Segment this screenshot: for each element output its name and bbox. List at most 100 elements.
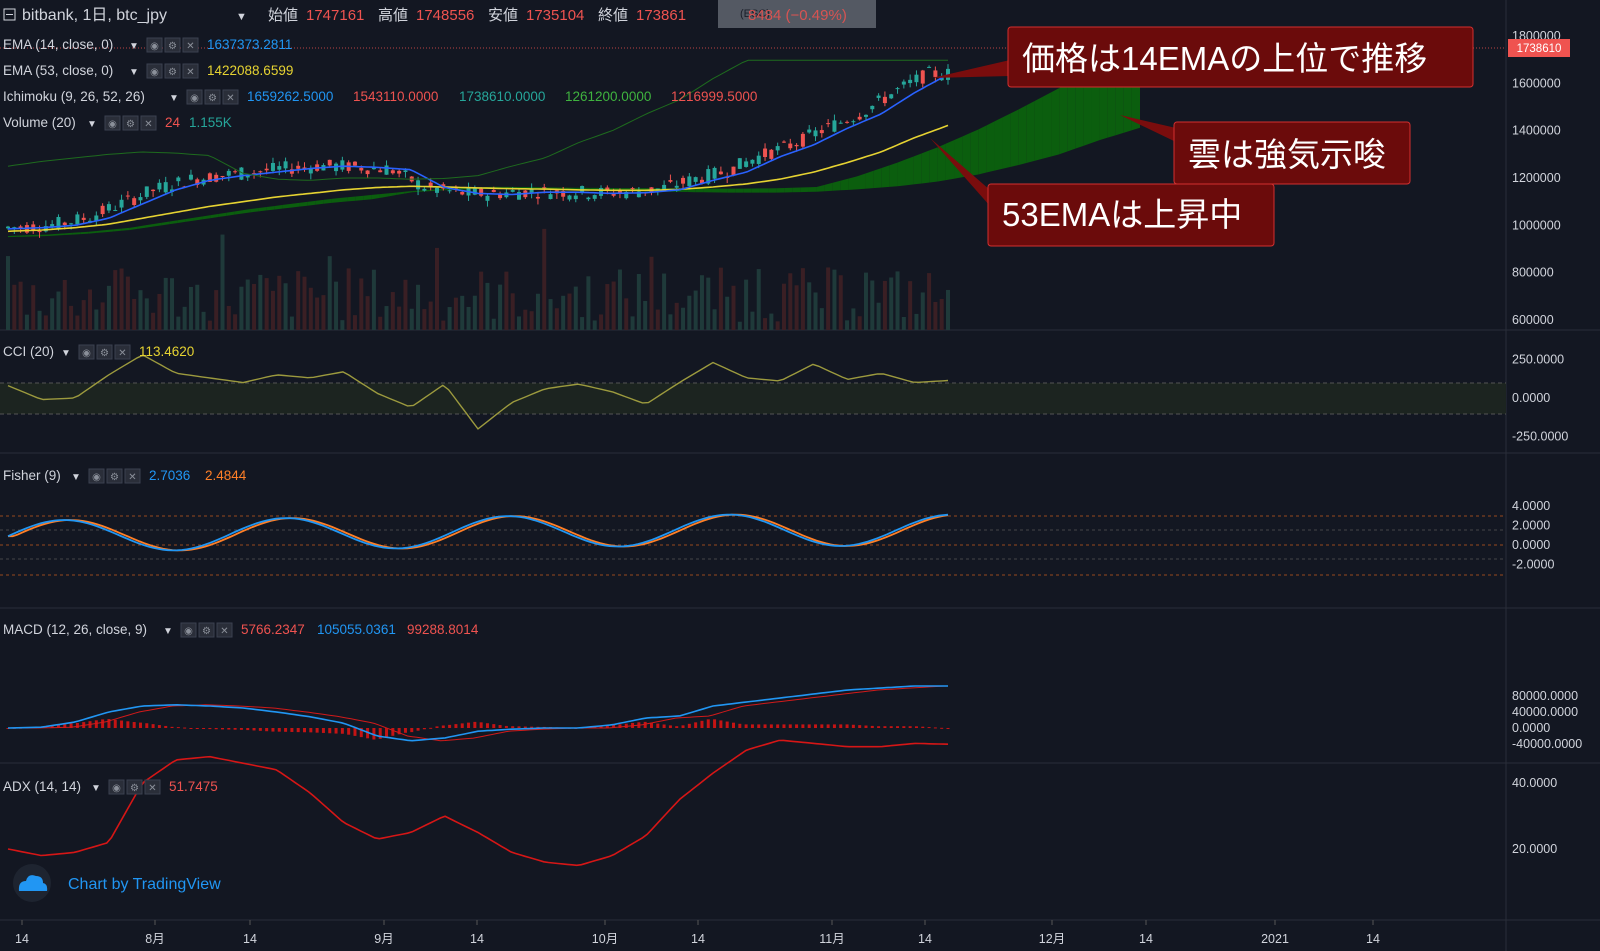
eye-icon[interactable]: ◉ xyxy=(146,37,163,53)
cloud-segment xyxy=(1067,78,1076,152)
cloud-segment xyxy=(169,220,178,225)
eye-icon[interactable]: ◉ xyxy=(108,779,125,795)
volume-bar xyxy=(50,298,55,330)
macd-hist-bar xyxy=(530,726,534,728)
macd-hist-bar xyxy=(946,727,950,729)
macd-hist-bar xyxy=(56,725,60,728)
tradingview-watermark[interactable]: Chart by TradingView xyxy=(13,864,221,902)
close-icon[interactable]: ✕ xyxy=(182,63,199,79)
legend-dropdown-icon[interactable]: ▼ xyxy=(87,119,97,130)
cloud-segment xyxy=(121,227,130,231)
collapse-icon[interactable] xyxy=(3,8,16,21)
legend-value: 1.155K xyxy=(189,115,232,130)
legend-dropdown-icon[interactable]: ▼ xyxy=(71,472,81,483)
legend-label[interactable]: MACD (12, 26, close, 9) xyxy=(3,622,147,637)
legend-dropdown-icon[interactable]: ▼ xyxy=(163,626,173,637)
close-icon[interactable]: ✕ xyxy=(222,89,239,105)
candle-body xyxy=(889,94,894,99)
settings-icon[interactable]: ⚙ xyxy=(204,89,221,105)
volume-bar xyxy=(397,306,402,330)
time-label: 14 xyxy=(243,932,257,946)
volume-bar xyxy=(37,310,42,330)
settings-icon[interactable]: ⚙ xyxy=(106,468,123,484)
legend-label[interactable]: ADX (14, 14) xyxy=(3,779,81,794)
volume-bar xyxy=(636,274,641,330)
close-icon[interactable]: ✕ xyxy=(144,779,161,795)
eye-icon[interactable]: ◉ xyxy=(146,63,163,79)
macd-hist-bar xyxy=(454,724,458,728)
candle-body xyxy=(258,171,263,173)
candle-body xyxy=(517,192,522,200)
symbol-dropdown-icon[interactable]: ▼ xyxy=(236,11,247,23)
legend-dropdown-icon[interactable]: ▼ xyxy=(129,41,139,52)
fisher-pane[interactable] xyxy=(0,513,1506,576)
candle-body xyxy=(365,170,370,175)
axis-tick-price: 1200000 xyxy=(1512,171,1561,185)
legend-label[interactable]: EMA (53, close, 0) xyxy=(3,63,113,78)
close-icon[interactable]: ✕ xyxy=(216,622,233,638)
svg-text:8484 (−0.49%): 8484 (−0.49%) xyxy=(748,7,847,24)
cloud-segment xyxy=(857,173,866,190)
volume-bar xyxy=(548,299,553,330)
volume-bar xyxy=(163,277,168,330)
cloud-segment xyxy=(388,192,397,197)
legend-label[interactable]: Ichimoku (9, 26, 52, 26) xyxy=(3,89,145,104)
legend-label[interactable]: CCI (20) xyxy=(3,344,54,359)
price-pane[interactable] xyxy=(0,40,1506,330)
eye-icon[interactable]: ◉ xyxy=(88,468,105,484)
volume-bar xyxy=(416,284,421,330)
close-icon[interactable]: ✕ xyxy=(140,115,157,131)
eye-icon[interactable]: ◉ xyxy=(78,344,95,360)
eye-icon[interactable]: ◉ xyxy=(180,622,197,638)
close-icon[interactable]: ✕ xyxy=(124,468,141,484)
legend-label[interactable]: EMA (14, close, 0) xyxy=(3,37,113,52)
adx-pane[interactable] xyxy=(7,739,949,867)
time-axis[interactable]: 14 8月 14 9月 14 10月 14 11月 14 12月 14 2021 14 xyxy=(15,920,1380,946)
adx-line xyxy=(7,739,949,867)
settings-icon[interactable]: ⚙ xyxy=(164,37,181,53)
cloud-segment xyxy=(1034,96,1043,161)
macd-hist-bar xyxy=(599,725,603,728)
settings-icon[interactable]: ⚙ xyxy=(198,622,215,638)
macd-hist-bar xyxy=(473,721,477,728)
macd-pane[interactable] xyxy=(6,685,950,742)
eye-icon[interactable]: ◉ xyxy=(104,115,121,131)
candle-body xyxy=(56,216,61,230)
settings-icon[interactable]: ⚙ xyxy=(96,344,113,360)
volume-bar xyxy=(94,309,99,330)
legend-dropdown-icon[interactable]: ▼ xyxy=(91,783,101,794)
volume-bar xyxy=(504,271,509,330)
cloud-segment xyxy=(129,226,138,231)
volume-bar xyxy=(31,285,36,330)
close-icon[interactable]: ✕ xyxy=(114,344,131,360)
volume-bar xyxy=(744,279,749,330)
candle-body xyxy=(763,148,768,158)
legend-label[interactable]: Fisher (9) xyxy=(3,468,61,483)
price-axis[interactable]: 1800000160000014000001200000100000080000… xyxy=(1512,29,1582,856)
volume-bar xyxy=(870,280,875,330)
eye-icon[interactable]: ◉ xyxy=(186,89,203,105)
settings-icon[interactable]: ⚙ xyxy=(164,63,181,79)
cci-pane[interactable] xyxy=(0,354,1506,430)
settings-icon[interactable]: ⚙ xyxy=(126,779,143,795)
candle-body xyxy=(737,158,742,169)
macd-hist-bar xyxy=(435,726,439,728)
cloud-segment xyxy=(897,159,906,187)
macd-hist-bar xyxy=(498,725,502,728)
close-icon[interactable]: ✕ xyxy=(182,37,199,53)
legend-label[interactable]: Volume (20) xyxy=(3,115,76,130)
macd-hist-bar xyxy=(851,724,855,728)
axis-tick-fisher: 2.0000 xyxy=(1512,518,1550,532)
esc-hint: (ESC) xyxy=(718,0,876,28)
settings-icon[interactable]: ⚙ xyxy=(122,115,139,131)
candle-body xyxy=(75,214,80,225)
legend-dropdown-icon[interactable]: ▼ xyxy=(61,348,71,359)
legend-dropdown-icon[interactable]: ▼ xyxy=(169,93,179,104)
legend-dropdown-icon[interactable]: ▼ xyxy=(129,67,139,78)
candle-body xyxy=(397,170,402,174)
volume-bar xyxy=(214,290,219,330)
volume-bar xyxy=(535,293,540,330)
symbol-title[interactable]: bitbank, 1日, btc_jpy xyxy=(22,7,167,24)
cloud-segment xyxy=(759,188,769,193)
